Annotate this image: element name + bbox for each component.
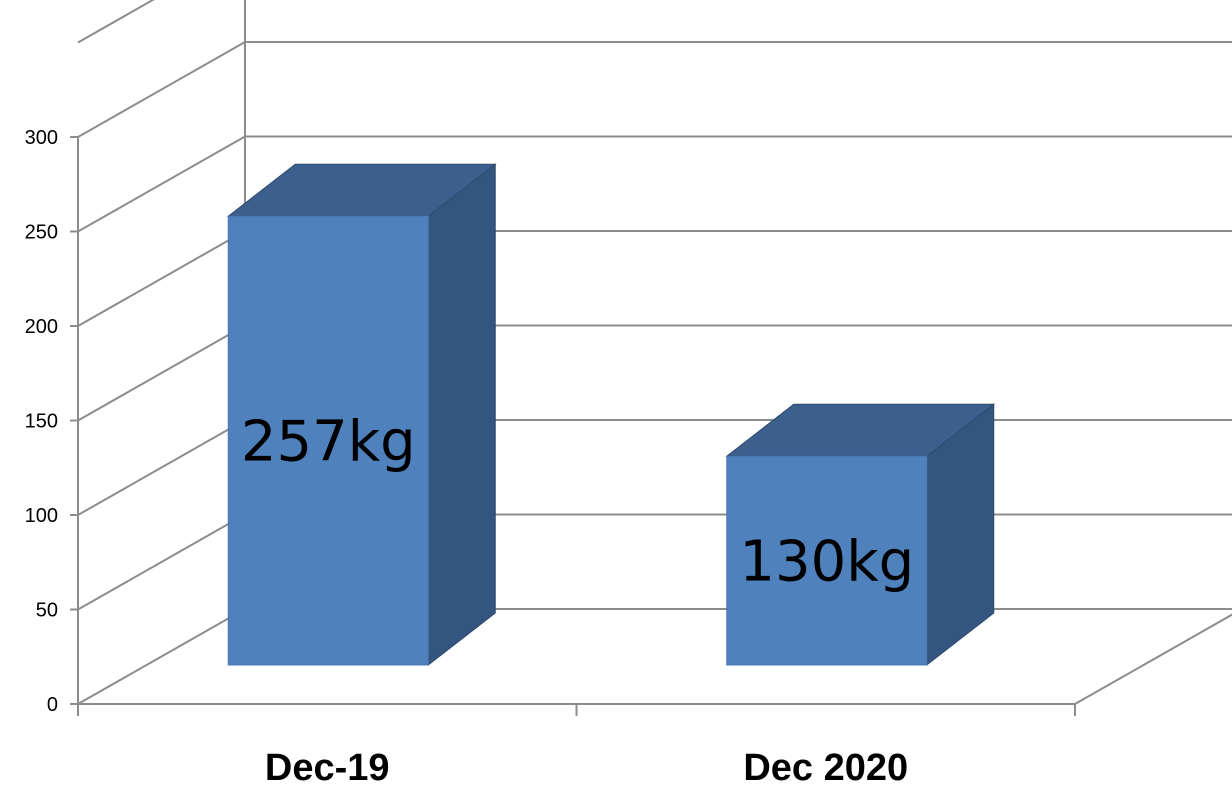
x-category-label: Dec-19: [265, 747, 390, 786]
y-tick-label: 100: [25, 505, 58, 527]
y-tick-label: 300: [25, 127, 58, 149]
bar: [726, 455, 928, 666]
floor-right-edge: [1074, 613, 1232, 705]
labels: 0 50 100 150 200 250 300 257kg Dec-19 130kg Dec 20…: [25, 127, 915, 786]
y-tick-label: 200: [25, 316, 58, 338]
y-tick-label: 150: [25, 411, 58, 433]
bar: [227, 215, 429, 666]
data-label: 257kg: [241, 410, 416, 475]
y-tick-label: 50: [36, 600, 58, 622]
gridline: [77, 41, 1232, 138]
data-label: 130kg: [739, 530, 914, 595]
bars: [226, 163, 996, 667]
y-tick-label: 0: [47, 694, 58, 716]
axes: [70, 136, 1076, 716]
bar-side-face: [427, 163, 496, 667]
gridline: [77, 0, 155, 44]
x-category-label: Dec 2020: [743, 747, 908, 786]
gridline: [77, 135, 1232, 233]
y-tick-label: 250: [25, 222, 58, 244]
